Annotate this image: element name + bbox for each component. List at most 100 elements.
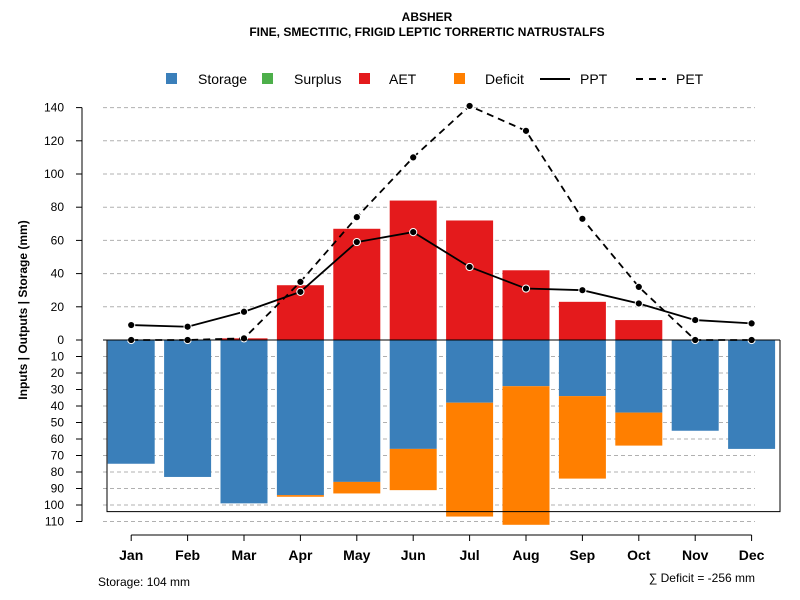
y-tick-label: 30 [51, 383, 65, 397]
aet-bar-jun [389, 200, 437, 340]
y-tick-label: 110 [45, 515, 64, 529]
ppt-point-mar [239, 307, 249, 316]
storage-bar-nov [671, 340, 719, 431]
pet-point-apr [296, 277, 305, 286]
storage-bar-oct [615, 340, 663, 413]
y-tick-label: 40 [51, 399, 65, 413]
legend-label-storage: Storage [198, 71, 247, 87]
storage-bar-mar [220, 340, 268, 504]
storage-bar-sep [558, 340, 606, 397]
pet-point-jun [409, 153, 418, 162]
deficit-bar-sep [558, 396, 606, 479]
pet-point-mar [239, 334, 249, 343]
deficit-bar-jun [389, 448, 437, 491]
deficit-bar-jul [446, 402, 494, 517]
ppt-line [131, 231, 752, 328]
storage-bar-jul [446, 340, 494, 403]
x-tick-label-jan: Jan [119, 547, 143, 563]
legend-swatch-aet [359, 73, 370, 84]
x-tick-label-jul: Jul [459, 547, 479, 563]
ppt-point-sep [578, 286, 587, 295]
ppt-point-aug [521, 284, 531, 293]
y-tick-label: 20 [51, 366, 65, 380]
y-tick-label: 20 [51, 300, 65, 314]
legend-label-ppt: PPT [580, 71, 608, 87]
legend-label-surplus: Surplus [294, 71, 341, 87]
ppt-point-apr [296, 287, 305, 296]
axes: 0 20 40 60 80 100 120 140 10 20 30 40 50 60 70 80 90 100 1… [44, 101, 780, 563]
aet-bar-oct [615, 320, 663, 340]
y-tick-label: 40 [51, 267, 65, 281]
legend-swatch-surplus [262, 73, 273, 84]
ppt-point-oct [634, 299, 643, 308]
deficit-bar-aug [502, 386, 550, 525]
x-tick-label-mar: Mar [232, 547, 257, 563]
storage-bar-dec [728, 340, 776, 449]
x-tick-label-jun: Jun [401, 547, 426, 563]
storage-note: Storage: 104 mm [98, 575, 190, 589]
ppt-point-may [352, 237, 361, 247]
legend-swatch-deficit [454, 73, 465, 84]
storage-bar-jan [107, 340, 155, 464]
y-tick-label: 0 [57, 333, 64, 347]
x-tick-label-dec: Dec [739, 547, 765, 563]
storage-bar-apr [276, 340, 324, 496]
x-tick-label-feb: Feb [175, 547, 200, 563]
deficit-note: ∑ Deficit = -256 mm [649, 571, 755, 585]
chart-subtitle: FINE, SMECTITIC, FRIGID LEPTIC TORRERTIC… [249, 25, 604, 39]
storage-bar-may [333, 340, 381, 482]
ppt-point-dec [747, 319, 756, 328]
storage-bar-jun [389, 340, 437, 449]
y-tick-label: 60 [51, 432, 65, 446]
y-tick-label: 140 [44, 101, 64, 115]
storage-bar-aug [502, 340, 550, 387]
y-tick-label: 80 [51, 465, 65, 479]
deficit-bar-oct [615, 412, 663, 446]
pet-line [131, 104, 752, 341]
aet-bar-jul [446, 220, 494, 340]
y-tick-label: 120 [44, 134, 64, 148]
pet-point-jul [465, 101, 474, 111]
x-tick-label-may: May [343, 547, 370, 563]
storage-capacity-box [106, 340, 781, 513]
legend: Storage Surplus AET Deficit PPT PET [166, 71, 704, 87]
y-tick-label: 100 [44, 498, 64, 512]
y-tick-label: 100 [44, 167, 64, 181]
storage-bar-feb [164, 340, 212, 477]
ppt-point-nov [691, 315, 700, 325]
legend-label-pet: PET [676, 71, 704, 87]
legend-label-deficit: Deficit [485, 71, 524, 87]
pet-point-sep [578, 214, 587, 223]
deficit-bar-may [333, 481, 381, 494]
pet-point-oct [634, 282, 643, 291]
ppt-point-jun [409, 228, 418, 237]
deficit-bar-apr [276, 495, 324, 497]
x-tick-label-sep: Sep [570, 547, 596, 563]
legend-swatch-storage [166, 73, 177, 84]
chart-title: ABSHER [402, 10, 453, 24]
bars [107, 200, 776, 525]
aet-bar-may [333, 228, 381, 340]
y-tick-label: 80 [51, 200, 65, 214]
y-tick-label: 10 [51, 350, 65, 364]
ppt-point-jul [465, 262, 474, 272]
pet-point-may [352, 213, 361, 222]
aet-bar-sep [558, 301, 606, 340]
x-tick-label-aug: Aug [512, 547, 539, 563]
y-tick-label: 90 [51, 482, 65, 496]
ppt-point-feb [183, 322, 192, 331]
aet-bar-aug [502, 270, 550, 340]
y-axis-label: Inputs | Outputs | Storage (mm) [16, 220, 30, 399]
x-tick-label-nov: Nov [682, 547, 709, 563]
ppt-point-jan [127, 320, 136, 330]
y-tick-label: 60 [51, 233, 65, 247]
y-tick-label: 70 [51, 449, 65, 463]
legend-label-aet: AET [389, 71, 417, 87]
pet-point-aug [521, 126, 531, 135]
storage-capacity-outline [106, 340, 781, 513]
series-lines [127, 101, 756, 345]
y-tick-label: 50 [51, 416, 65, 430]
x-tick-label-apr: Apr [288, 547, 313, 563]
x-tick-label-oct: Oct [627, 547, 651, 563]
